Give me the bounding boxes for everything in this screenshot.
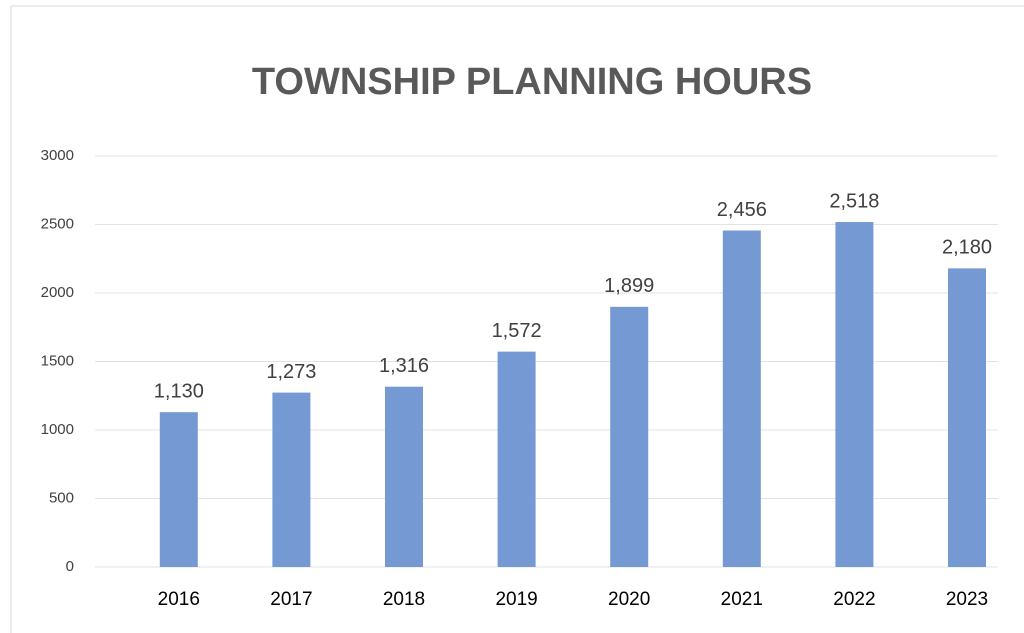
bar: [272, 392, 311, 567]
data-label: 1,273: [266, 361, 316, 383]
x-tick-label: 2023: [946, 589, 988, 610]
bar: [159, 412, 198, 567]
data-label: 2,180: [942, 237, 992, 259]
bar: [385, 386, 423, 567]
y-tick-label: 1000: [41, 421, 74, 438]
y-tick-label: 2500: [41, 215, 74, 232]
x-tick-label: 2018: [383, 589, 425, 610]
bar: [722, 230, 761, 567]
y-tick-label: 1500: [41, 352, 74, 369]
data-label: 2,456: [717, 199, 767, 221]
data-label: 1,899: [604, 275, 654, 297]
x-tick-label: 2016: [158, 589, 200, 610]
data-label: 2,518: [829, 190, 879, 212]
y-tick-label: 0: [66, 558, 74, 575]
data-label: 1,572: [492, 320, 542, 342]
x-tick-label: 2021: [721, 589, 763, 610]
data-label: 1,316: [379, 355, 429, 377]
x-tick-label: 2017: [270, 589, 312, 610]
data-label: 1,130: [154, 380, 204, 402]
y-tick-label: 2000: [41, 284, 74, 301]
bar: [497, 351, 536, 567]
y-tick-label: 3000: [41, 147, 74, 164]
y-tick-label: 500: [49, 489, 74, 506]
chart-title: TOWNSHIP PLANNING HOURS: [252, 61, 812, 103]
x-tick-label: 2019: [495, 589, 537, 610]
bar: [610, 306, 649, 567]
x-tick-label: 2022: [833, 589, 875, 610]
bar: [948, 268, 986, 567]
x-tick-label: 2020: [608, 589, 650, 610]
bar: [835, 222, 874, 567]
